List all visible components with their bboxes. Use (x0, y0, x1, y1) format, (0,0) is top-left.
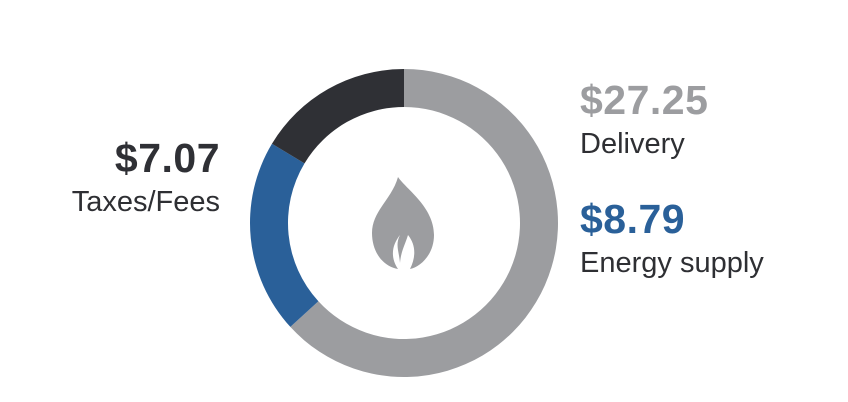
slice-delivery (290, 69, 558, 377)
category-delivery: Delivery (580, 128, 685, 160)
category-energy-supply: Energy supply (580, 247, 764, 279)
value-delivery: $27.25 (580, 77, 709, 123)
label-delivery: $27.25 Delivery (580, 78, 708, 160)
label-energy-supply: $8.79 Energy supply (580, 197, 764, 279)
category-taxes-fees: Taxes/Fees (71, 186, 220, 218)
flame-icon (372, 177, 434, 269)
value-taxes-fees: $7.07 (114, 135, 220, 181)
slice-energy-supply (249, 143, 319, 327)
donut-slices (249, 69, 558, 377)
value-energy-supply: $8.79 (580, 196, 686, 242)
slice-taxes-fees (271, 69, 404, 164)
label-taxes-fees: $7.07 Taxes/Fees (72, 136, 220, 218)
